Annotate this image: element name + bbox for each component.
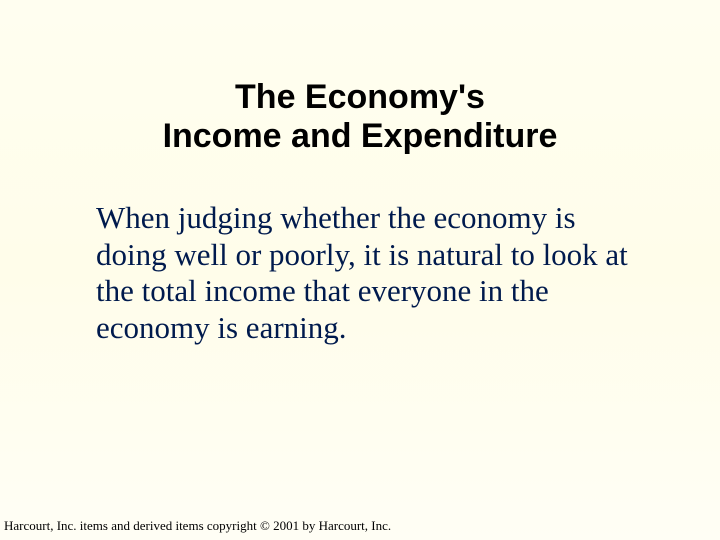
title-line-2: Income and Expenditure	[0, 117, 720, 156]
slide-footer: Harcourt, Inc. items and derived items c…	[4, 518, 391, 534]
slide-title: The Economy's Income and Expenditure	[0, 78, 720, 156]
slide-body: When judging whether the economy is doin…	[0, 200, 720, 346]
title-line-1: The Economy's	[0, 78, 720, 117]
slide: The Economy's Income and Expenditure Whe…	[0, 0, 720, 540]
